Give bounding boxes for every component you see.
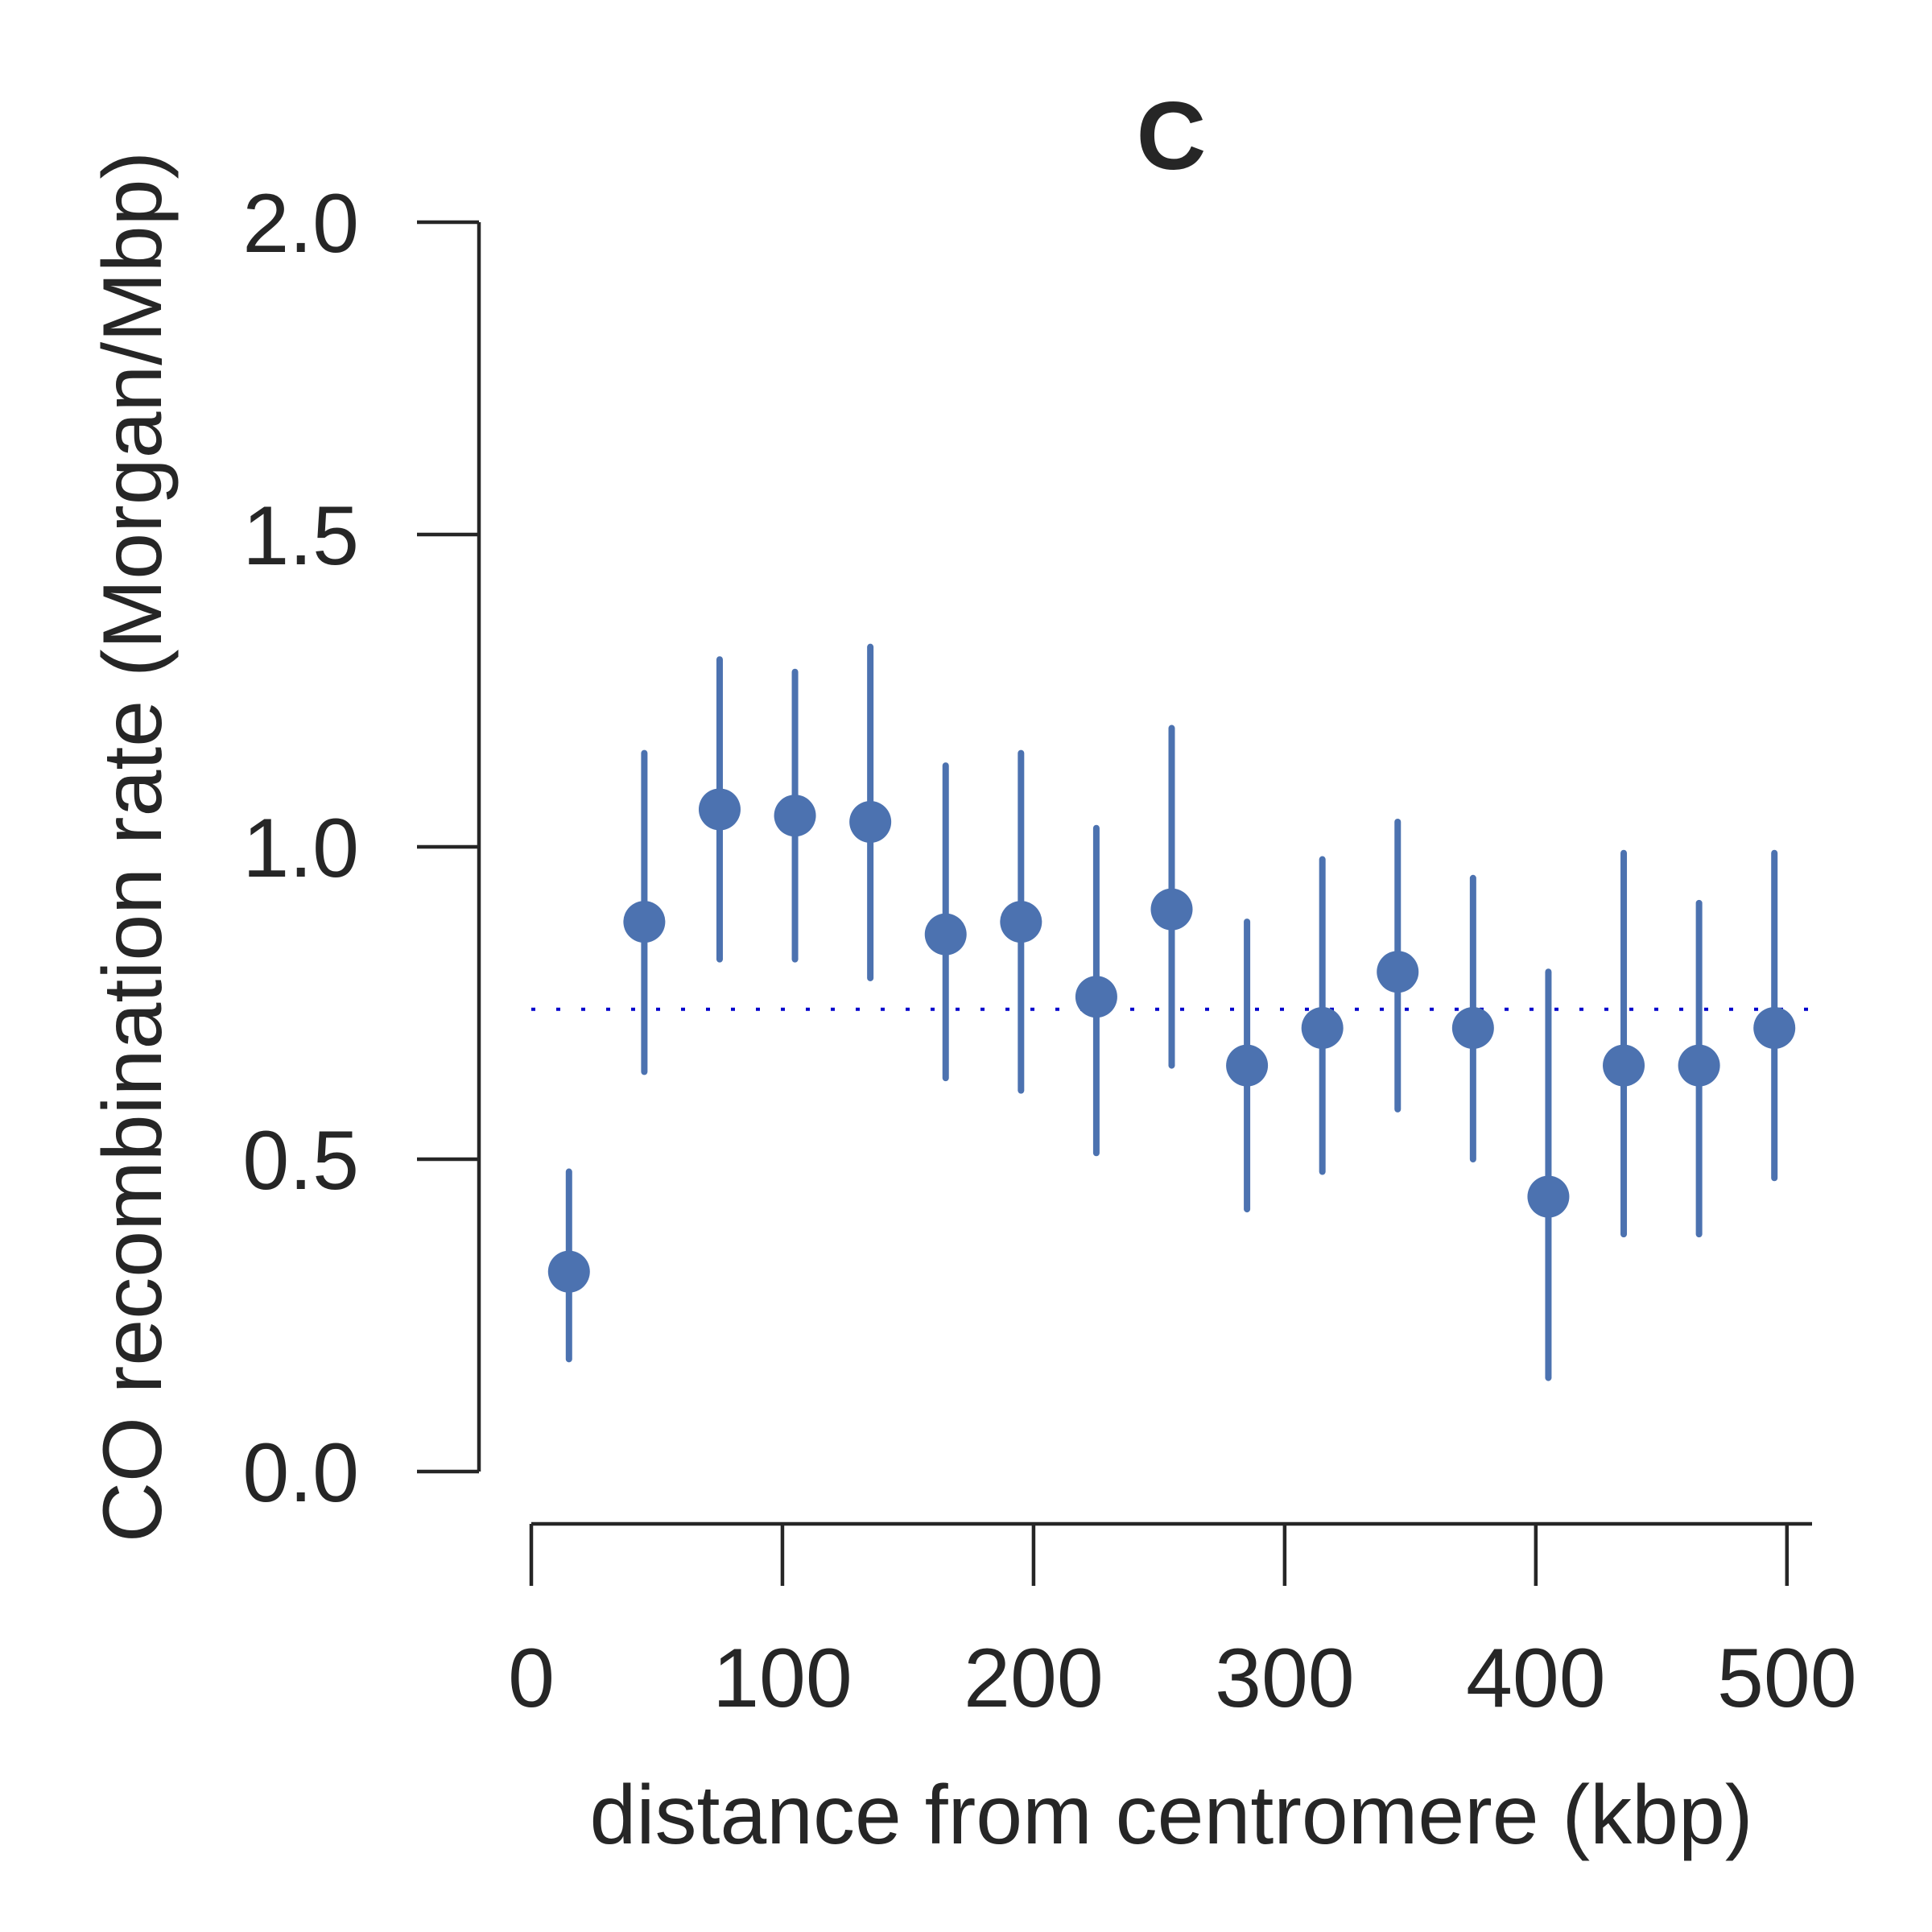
data-point [1377,951,1419,993]
data-point [1603,1044,1645,1087]
data-point [1075,976,1117,1018]
x-tick-label: 500 [1717,1632,1857,1725]
x-tick-label: 100 [712,1632,852,1725]
data-point [547,1250,590,1293]
x-tick-label: 0 [508,1632,555,1725]
data-point [698,788,741,831]
data-point [849,800,892,843]
data-point [1150,888,1193,931]
data-point [1226,1044,1269,1087]
data-point [1451,1007,1494,1050]
x-tick-label: 200 [964,1632,1104,1725]
data-point [924,913,967,956]
data-point [1301,1007,1344,1050]
data-points [547,788,1796,1293]
data-point [1678,1044,1720,1087]
y-tick-label: 0.0 [242,1426,359,1520]
y-tick-label: 0.5 [242,1114,359,1208]
x-tick-label: 300 [1215,1632,1355,1725]
data-point [623,901,666,943]
x-axis-title: distance from centromere (kbp) [590,1769,1753,1862]
y-tick-label: 2.0 [242,177,359,270]
data-point [774,795,816,837]
data-point [1000,901,1042,943]
data-point [1527,1175,1570,1218]
y-axis-title: CO recombination rate (Morgan/Mbp) [86,151,180,1542]
chart-title: C [1137,82,1207,190]
y-tick-label: 1.5 [242,489,359,583]
data-point [1753,1007,1796,1050]
x-axis: 0 100 200 300 400 500 [508,1521,1857,1725]
x-tick-label: 400 [1466,1632,1606,1725]
y-axis: 0.0 0.5 1.0 1.5 2.0 [242,177,481,1520]
y-tick-label: 1.0 [242,802,359,895]
error-bars [565,643,1778,1381]
